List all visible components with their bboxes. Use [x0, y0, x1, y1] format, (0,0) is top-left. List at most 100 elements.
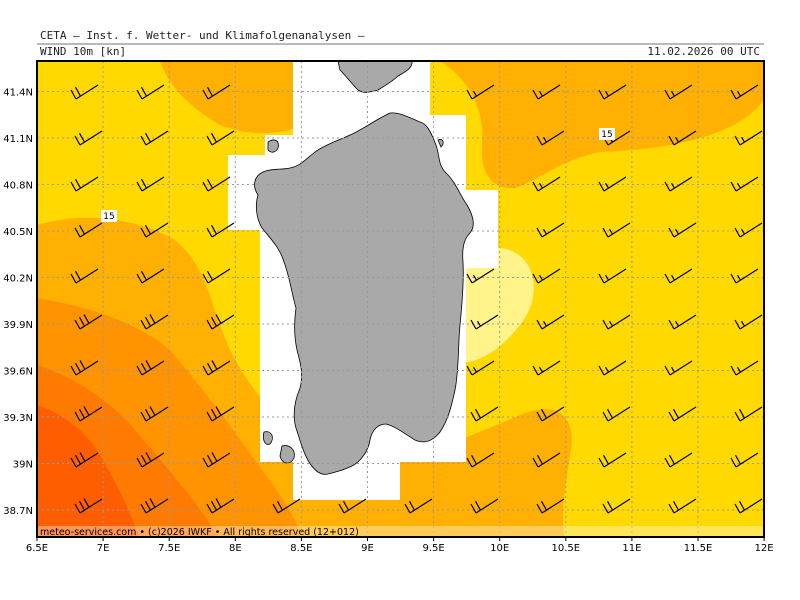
wind-barb	[140, 130, 169, 146]
wind-barbs	[70, 84, 763, 514]
wind-barb	[70, 360, 99, 376]
grid-lines	[37, 61, 764, 537]
wind-barb	[532, 176, 561, 192]
wind-barb	[136, 176, 165, 192]
x-tick-label: 10.5E	[552, 543, 581, 554]
wind-barb	[136, 268, 165, 284]
institute-title: CETA — Inst. f. Wetter- und Klimafolgena…	[40, 29, 365, 42]
wind-barb	[70, 268, 99, 284]
x-tick-label: 12E	[755, 543, 774, 554]
wind-barb	[668, 130, 697, 146]
wind-barb	[202, 176, 231, 192]
y-tick-label: 40.8N	[3, 181, 33, 192]
y-tick-label: 41.1N	[3, 134, 33, 145]
wind-barb	[206, 130, 235, 146]
wind-barb	[602, 498, 631, 514]
wind-barb	[602, 222, 631, 238]
wind-barb	[664, 452, 693, 468]
y-tick-label: 41.4N	[3, 88, 33, 99]
island-asinara	[267, 139, 279, 153]
wind-barb	[532, 268, 561, 284]
wind-barb	[536, 314, 565, 330]
wind-barb	[470, 406, 499, 422]
wind-barb	[74, 222, 103, 238]
wind-barb	[536, 130, 565, 146]
wind-barb	[734, 406, 763, 422]
wind-barb	[74, 498, 103, 514]
y-tick-label: 39.6N	[3, 367, 33, 378]
wind-barb	[470, 314, 499, 330]
x-tick-label: 8.5E	[290, 543, 312, 554]
wind-barb	[466, 268, 495, 284]
y-tick-label: 40.5N	[3, 227, 33, 238]
wind-barb	[532, 84, 561, 100]
wind-barb	[140, 222, 169, 238]
wind-barb	[136, 360, 165, 376]
wind-barb	[206, 314, 235, 330]
wind-barb	[730, 452, 759, 468]
wind-barb	[136, 452, 165, 468]
wind-barb	[730, 268, 759, 284]
y-tick-label: 39.9N	[3, 320, 33, 331]
x-tick-label: 7E	[97, 543, 110, 554]
y-tick-label: 39N	[13, 460, 33, 471]
wind-barb	[74, 406, 103, 422]
wind-barb	[206, 406, 235, 422]
svg-text:15: 15	[601, 130, 612, 140]
wind-barb	[470, 498, 499, 514]
corsica-landmass	[337, 61, 413, 93]
wind-barb	[74, 130, 103, 146]
wind-barb	[536, 222, 565, 238]
wind-barb	[664, 268, 693, 284]
wind-barb	[206, 222, 235, 238]
isoline-label: 15	[599, 128, 615, 140]
wind-barb	[664, 360, 693, 376]
wind-barb	[202, 360, 231, 376]
y-tick-label: 38.7N	[3, 506, 33, 517]
wind-barb	[598, 452, 627, 468]
wind-barb	[730, 360, 759, 376]
wind-barb	[598, 360, 627, 376]
wind-barb	[206, 498, 235, 514]
wind-barb	[536, 406, 565, 422]
wind-barb	[74, 314, 103, 330]
sardinia-landmass	[254, 112, 474, 475]
wind-barb	[466, 84, 495, 100]
wind-barb	[532, 452, 561, 468]
y-tick-label: 40.2N	[3, 274, 33, 285]
wind-barb	[668, 222, 697, 238]
wind-barb	[598, 268, 627, 284]
wind-barb	[664, 84, 693, 100]
wind-barb	[602, 406, 631, 422]
parameter-label: WIND 10m [kn]	[40, 45, 127, 58]
wind-barb	[140, 406, 169, 422]
wind-barb	[536, 498, 565, 514]
isoline-label: 15	[101, 210, 117, 222]
x-tick-label: 10E	[490, 543, 509, 554]
x-tick-label: 7.5E	[158, 543, 180, 554]
wind-barb	[668, 406, 697, 422]
y-axis-labels: 41.4N 41.1N 40.8N 40.5N 40.2N 39.9N 39.6N 39.3N…	[3, 88, 33, 518]
field-gt30	[37, 405, 139, 537]
x-tick-label: 6.5E	[26, 543, 48, 554]
wind-barb	[202, 84, 231, 100]
wind-barb	[202, 268, 231, 284]
wind-barb	[70, 452, 99, 468]
x-tick-label: 11.5E	[684, 543, 713, 554]
field-lt10	[462, 247, 534, 362]
wind-barb	[140, 498, 169, 514]
wind-barb	[532, 360, 561, 376]
wind-barb	[404, 498, 433, 514]
wind-barb	[466, 452, 495, 468]
wind-barb	[734, 222, 763, 238]
svg-text:15: 15	[103, 212, 114, 222]
map-frame	[36, 60, 765, 538]
x-tick-label: 9.5E	[422, 543, 444, 554]
island-tavolara	[437, 139, 444, 148]
wind-barb	[338, 498, 367, 514]
wind-barb	[136, 84, 165, 100]
field-15to20-north	[160, 61, 335, 134]
wind-barb	[598, 176, 627, 192]
wind-barb	[140, 314, 169, 330]
